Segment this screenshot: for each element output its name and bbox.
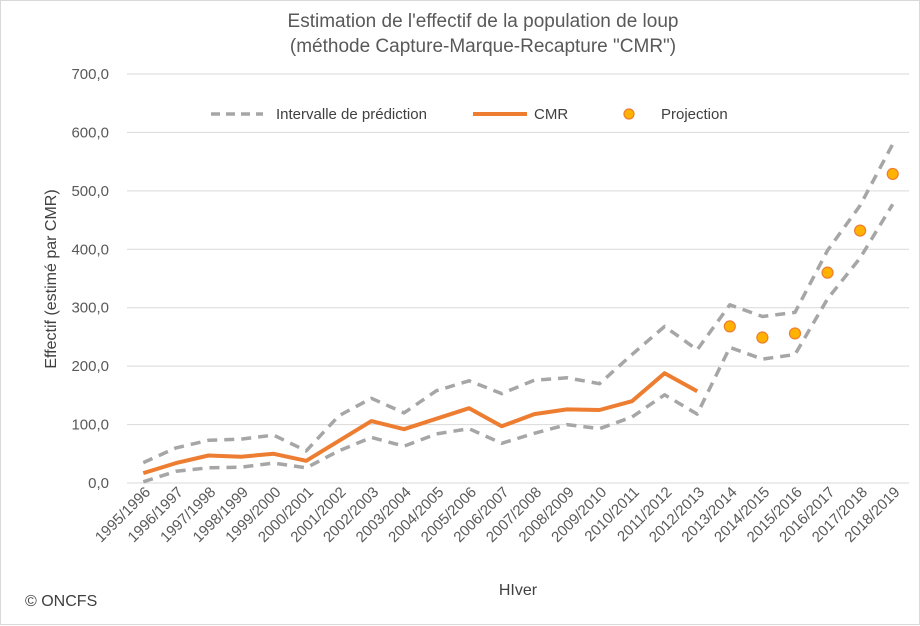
y-tick-label: 400,0 bbox=[71, 241, 109, 258]
legend-projection-swatch bbox=[623, 108, 635, 120]
y-tick-label: 0,0 bbox=[88, 475, 109, 492]
prediction-interval-upper-line bbox=[142, 143, 895, 465]
copyright-text: © ONCFS bbox=[25, 593, 97, 610]
projection-point bbox=[723, 320, 736, 333]
y-tick-label: 300,0 bbox=[71, 300, 109, 317]
x-axis-ticks: 1995/19961996/19971997/19981998/19991999… bbox=[92, 484, 904, 546]
plot-area bbox=[142, 143, 899, 484]
chart-title: Estimation de l'effectif de la populatio… bbox=[288, 11, 679, 32]
projection-point bbox=[788, 327, 802, 340]
prediction-interval-lower-line bbox=[142, 203, 895, 484]
projection-point bbox=[886, 167, 899, 181]
chart-subtitle: (méthode Capture-Marque-Recapture "CMR") bbox=[290, 36, 676, 57]
legend-projection-label: Projection bbox=[661, 106, 728, 123]
cmr-line bbox=[142, 371, 699, 476]
y-axis-ticks: 0,0 100,0 200,0 300,0 400,0 500,0 600,0 700,0 bbox=[71, 66, 109, 492]
legend: Intervalle de prédiction CMR Projection bbox=[211, 106, 728, 123]
y-tick-label: 200,0 bbox=[71, 358, 109, 375]
y-tick-label: 100,0 bbox=[71, 417, 109, 434]
y-axis-label: Effectif (estimé par CMR) bbox=[43, 189, 60, 368]
legend-cmr-label: CMR bbox=[534, 106, 568, 123]
x-axis-label: HIver bbox=[499, 582, 538, 599]
y-tick-label: 600,0 bbox=[71, 124, 109, 141]
legend-prediction-label: Intervalle de prédiction bbox=[276, 106, 427, 123]
projection-point bbox=[821, 266, 834, 279]
gridlines bbox=[127, 73, 909, 484]
projection-point bbox=[854, 224, 867, 237]
y-tick-label: 700,0 bbox=[71, 66, 109, 83]
y-tick-label: 500,0 bbox=[71, 183, 109, 200]
projection-point bbox=[756, 331, 769, 344]
